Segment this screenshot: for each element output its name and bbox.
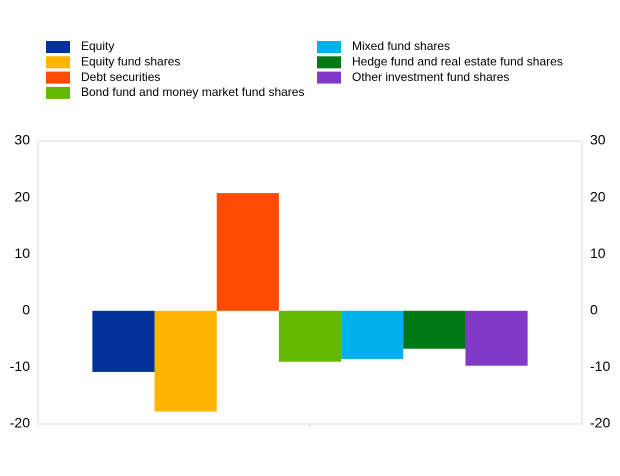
- legend-label: Equity fund shares: [81, 54, 180, 68]
- y2-tick-label: -20: [590, 415, 610, 431]
- legend-label: Mixed fund shares: [352, 39, 450, 53]
- y2-tick-label: 20: [590, 188, 606, 204]
- legend-swatch: [46, 86, 70, 99]
- y-tick-label: -10: [10, 358, 30, 374]
- y-tick-label: 20: [14, 188, 30, 204]
- y2-tick-label: 30: [590, 132, 606, 148]
- legend-swatch: [46, 71, 70, 84]
- legend-swatch: [317, 56, 341, 69]
- y-tick-label: -20: [10, 415, 30, 431]
- bar: [341, 310, 404, 359]
- bar: [154, 310, 217, 412]
- bar: [403, 310, 466, 349]
- legend-label: Hedge fund and real estate fund shares: [352, 54, 563, 68]
- legend-swatch: [317, 71, 341, 84]
- legend-swatch: [46, 56, 70, 69]
- bar: [278, 310, 342, 362]
- legend-swatch: [317, 41, 341, 53]
- y-tick-label: 10: [14, 245, 30, 261]
- bar: [92, 310, 155, 372]
- bar: [465, 310, 528, 366]
- plot-frame: [37, 140, 583, 425]
- legend-swatch: [46, 41, 70, 53]
- y2-tick-label: 10: [590, 245, 606, 261]
- y2-tick-label: 0: [590, 302, 598, 318]
- legend-label: Other investment fund shares: [352, 70, 509, 84]
- y-tick-label: 0: [22, 302, 30, 318]
- y2-tick-label: -10: [590, 358, 610, 374]
- y-tick-label: 30: [14, 132, 30, 148]
- legend-label: Debt securities: [81, 70, 160, 84]
- legend-label: Equity: [81, 39, 114, 53]
- bar: [216, 193, 279, 311]
- legend-label: Bond fund and money market fund shares: [81, 85, 304, 99]
